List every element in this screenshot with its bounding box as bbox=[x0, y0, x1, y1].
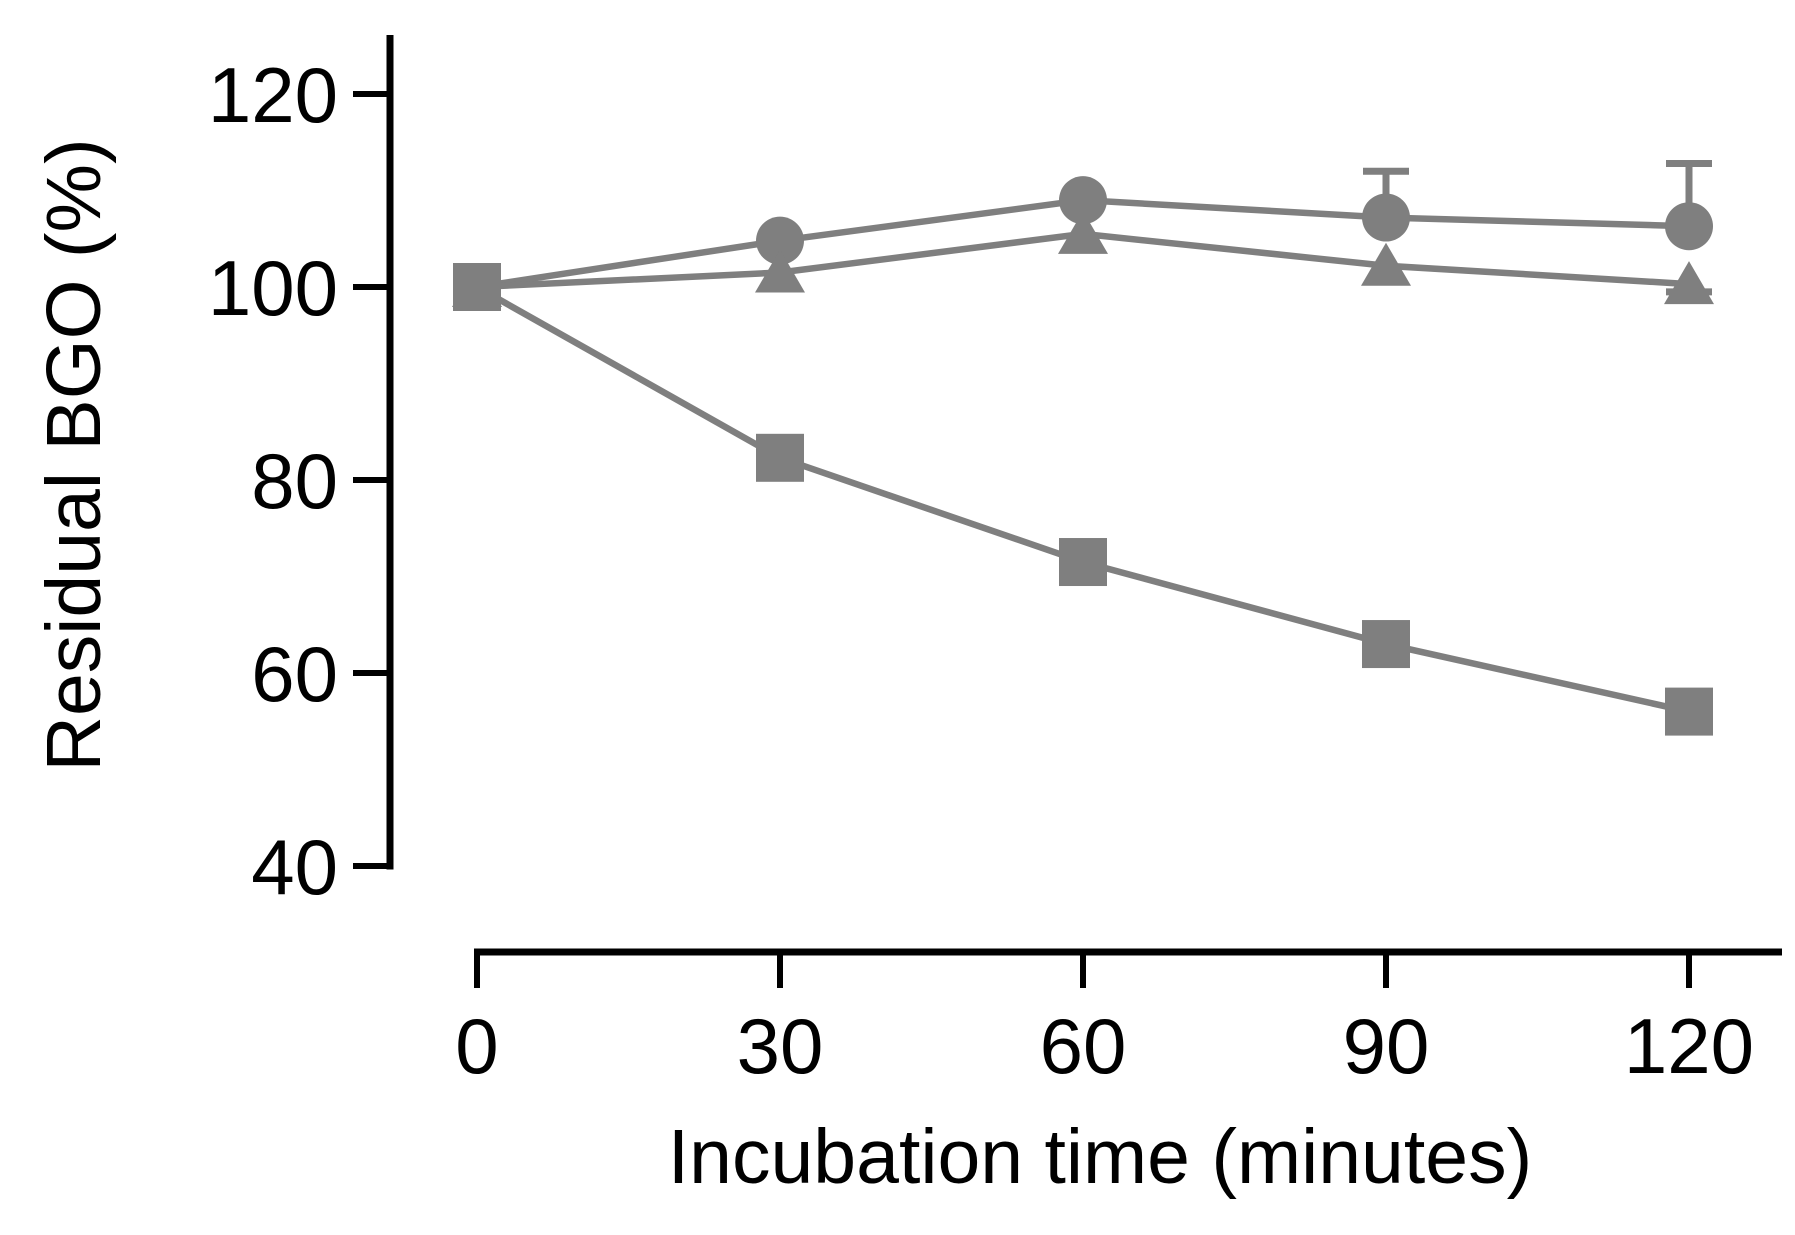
y-tick-label: 80 bbox=[251, 437, 338, 525]
x-tick-label: 90 bbox=[1343, 1002, 1430, 1090]
y-axis-title: Residual BGO (%) bbox=[31, 138, 117, 771]
square-marker bbox=[756, 433, 804, 482]
triangle-marker bbox=[1058, 210, 1108, 254]
circle-marker bbox=[1665, 202, 1713, 251]
circle-marker bbox=[1059, 176, 1107, 225]
x-tick-label: 120 bbox=[1624, 1002, 1754, 1090]
y-tick-label: 120 bbox=[208, 51, 338, 139]
circle-marker bbox=[1362, 193, 1410, 242]
triangle-marker bbox=[1361, 242, 1411, 286]
y-tick-label: 100 bbox=[208, 244, 338, 332]
square-marker bbox=[1362, 620, 1410, 669]
circle-marker bbox=[756, 216, 804, 265]
square-marker bbox=[1665, 687, 1713, 736]
y-tick-label: 40 bbox=[251, 823, 338, 911]
x-tick-label: 30 bbox=[737, 1002, 824, 1090]
y-tick-label: 60 bbox=[251, 630, 338, 718]
x-tick-label: 60 bbox=[1040, 1002, 1127, 1090]
x-tick-label: 0 bbox=[455, 1002, 498, 1090]
square-marker bbox=[1059, 538, 1107, 587]
square-series-line bbox=[475, 284, 1690, 715]
triangle-marker bbox=[755, 249, 805, 293]
chart-plot-area: 120 100 80 60 40 0 30 60 90 120 bbox=[208, 35, 1782, 1090]
triangle-marker bbox=[1664, 261, 1714, 305]
x-axis-title: Incubation time (minutes) bbox=[668, 1114, 1532, 1200]
square-marker bbox=[453, 263, 501, 311]
